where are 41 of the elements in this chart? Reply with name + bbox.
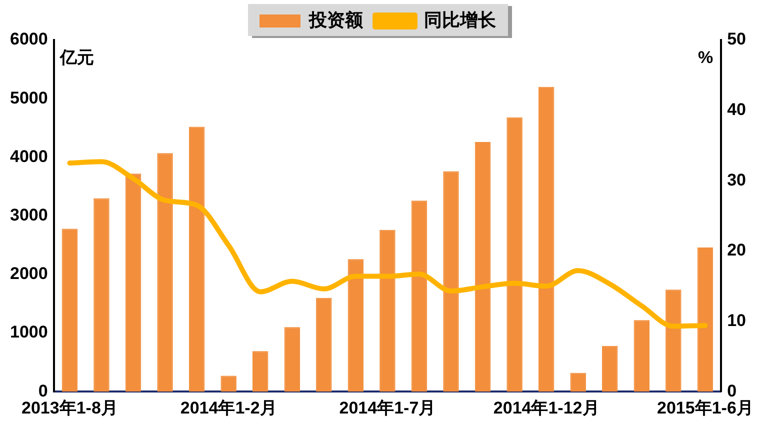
bar [380, 230, 396, 392]
bar [506, 117, 522, 392]
y-tick-label: 0 [38, 381, 48, 400]
x-tick-label: 2014年1-12月 [493, 398, 600, 418]
y2-tick-label: 0 [727, 381, 737, 400]
bar [316, 298, 332, 392]
y2-tick-label: 10 [727, 310, 746, 330]
x-tick-label: 2013年1-8月 [22, 398, 118, 418]
y2-tick-label: 50 [727, 30, 746, 49]
legend-label: 同比增长 [424, 10, 497, 30]
bar [697, 247, 714, 392]
bar [125, 174, 142, 392]
bar [538, 86, 554, 392]
bar [157, 153, 173, 392]
bar [474, 142, 491, 392]
y2-tick-label: 20 [727, 240, 746, 260]
bar [188, 126, 205, 392]
bar [284, 327, 300, 392]
bar [252, 351, 268, 392]
bar [62, 228, 78, 392]
x-tick-label: 2015年1-6月 [657, 398, 754, 418]
y-axis-title: 亿元 [58, 48, 94, 68]
y2-tick-label: 30 [727, 170, 746, 190]
y-tick-label: 4000 [10, 146, 48, 166]
bar [443, 171, 459, 392]
y-tick-label: 3000 [10, 205, 48, 224]
bar [666, 290, 682, 392]
x-tick-label: 2014年1-7月 [339, 398, 436, 418]
y-tick-label: 2000 [10, 264, 48, 284]
bar [348, 259, 364, 392]
y2-tick-label: 40 [727, 100, 746, 120]
y2-axis-title: % [698, 48, 714, 68]
y-tick-label: 1000 [10, 322, 48, 342]
bar [94, 198, 110, 392]
y-tick-label: 6000 [10, 30, 48, 49]
x-tick-label: 2014年1-2月 [180, 398, 277, 418]
bar [411, 200, 428, 392]
bar [602, 346, 618, 392]
bar [634, 320, 650, 392]
y-tick-label: 5000 [10, 88, 48, 108]
legend-label: 投资额 [308, 10, 364, 30]
